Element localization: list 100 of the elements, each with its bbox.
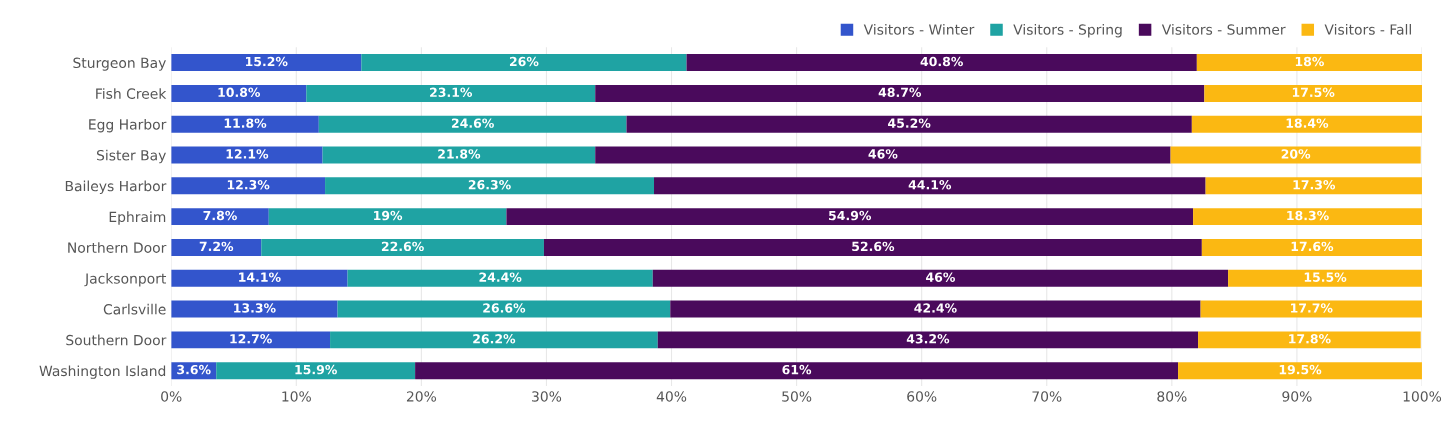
data-label: 40.8% [920, 56, 963, 67]
data-label: 17.3% [1293, 180, 1336, 190]
data-label: 19.5% [1279, 364, 1322, 375]
data-label: 26.2% [473, 334, 516, 344]
bar [657, 331, 1199, 349]
x-tick-label: 0% [161, 391, 182, 402]
data-label: 17.7% [1291, 303, 1333, 313]
y-tick-label: Baileys Harbor [65, 180, 167, 194]
bar [1204, 84, 1422, 102]
x-tick-label: 70% [1032, 391, 1062, 402]
bar [318, 115, 627, 133]
data-label: 23.1% [430, 87, 473, 98]
x-tick-label: 30% [532, 391, 562, 402]
y-tick-label: Carlsville [103, 303, 166, 315]
y-tick-label: Egg Harbor [89, 118, 167, 133]
y-tick-label: Sturgeon Bay [73, 57, 166, 71]
x-tick-label: 60% [907, 391, 937, 402]
bar [506, 208, 1194, 226]
bar [216, 362, 416, 380]
bar [361, 54, 687, 72]
data-label: 52.6% [852, 241, 895, 252]
bar [347, 269, 653, 287]
data-label: 24.6% [451, 118, 494, 128]
x-tick-label: 50% [782, 391, 812, 402]
y-tick-label: Fish Creek [96, 88, 167, 99]
data-label: 26.6% [483, 303, 526, 313]
data-label: 24.4% [479, 272, 522, 282]
data-label: 12.1% [226, 149, 269, 159]
data-label: 18.4% [1286, 118, 1329, 128]
bar [330, 331, 658, 349]
bar [1196, 54, 1422, 72]
data-label: 43.2% [906, 334, 950, 344]
bar [626, 115, 1192, 133]
bar [306, 84, 596, 102]
bar [1228, 269, 1422, 287]
data-label: 26% [509, 56, 539, 67]
data-label: 13.3% [234, 303, 276, 313]
x-tick-label: 100% [1403, 391, 1442, 402]
y-tick-label: Washington Island [39, 365, 166, 379]
bar [686, 54, 1197, 72]
y-tick-label: Jacksonport [84, 272, 167, 287]
data-label: 18% [1295, 56, 1324, 67]
bar [171, 331, 331, 349]
legend-label: Visitors - Winter [863, 24, 975, 35]
data-label: 18.3% [1287, 210, 1329, 221]
bar [595, 146, 1171, 164]
y-tick-label: Northern Door [68, 242, 167, 253]
bar [1205, 177, 1422, 195]
y-tick-label: Ephraim [109, 211, 166, 225]
data-label: 46% [926, 272, 955, 282]
bar [1198, 331, 1421, 349]
bar [322, 146, 596, 164]
bar [670, 300, 1201, 318]
data-label: 22.6% [381, 241, 424, 252]
data-label: 17.6% [1291, 241, 1334, 252]
bar [337, 300, 671, 318]
bar [1193, 208, 1422, 226]
bar [171, 269, 348, 287]
x-tick-label: 80% [1157, 391, 1187, 402]
bar [595, 84, 1205, 102]
bar [171, 54, 362, 72]
data-label: 44.1% [908, 180, 952, 190]
data-label: 3.6% [177, 364, 211, 375]
bar [654, 177, 1206, 195]
bar [652, 269, 1229, 287]
data-label: 14.1% [239, 272, 281, 282]
data-label: 17.5% [1292, 87, 1335, 98]
legend-label: Visitors - Fall [1324, 24, 1411, 35]
bar [1201, 238, 1422, 256]
y-tick-label: Southern Door [66, 334, 167, 346]
data-label: 12.3% [227, 180, 270, 190]
y-tick-label: Sister Bay [96, 149, 166, 164]
data-label: 19% [374, 210, 403, 221]
data-label: 20% [1281, 149, 1311, 159]
x-tick-label: 90% [1282, 391, 1312, 402]
bar [325, 177, 655, 195]
bar [171, 300, 338, 318]
data-label: 12.7% [230, 334, 272, 344]
data-label: 54.9% [829, 210, 872, 221]
bar [171, 208, 269, 226]
bar [171, 115, 319, 133]
bar [1178, 362, 1422, 380]
bar [261, 238, 544, 256]
data-label: 26.3% [468, 180, 511, 190]
bar [268, 208, 507, 226]
data-label: 46% [868, 149, 898, 159]
bar [1200, 300, 1422, 318]
data-label: 10.8% [218, 87, 261, 98]
data-label: 11.8% [224, 118, 267, 128]
bar [171, 84, 307, 102]
legend-label: Visitors - Spring [1013, 24, 1122, 38]
data-label: 15.9% [295, 364, 337, 375]
bar [415, 362, 1179, 380]
data-label: 15.5% [1304, 272, 1347, 282]
data-label: 61% [782, 364, 812, 375]
bar [1170, 146, 1421, 164]
data-label: 45.2% [888, 118, 931, 128]
data-label: 17.8% [1289, 334, 1331, 344]
bar [1191, 115, 1422, 133]
data-label: 7.8% [203, 210, 237, 221]
